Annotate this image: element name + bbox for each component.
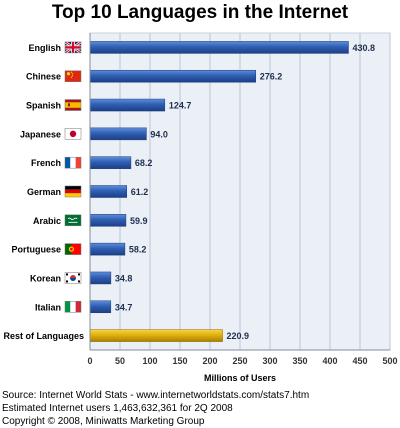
category-label: German: [27, 187, 61, 197]
data-label: 61.2: [131, 187, 149, 197]
x-tick-label: 300: [262, 356, 277, 366]
x-tick-label: 100: [142, 356, 157, 366]
data-label: 68.2: [135, 158, 153, 168]
data-label: 58.2: [129, 245, 147, 255]
category-label: English: [28, 43, 61, 53]
estimate-line: Estimated Internet users 1,463,632,361 f…: [2, 403, 233, 414]
x-tick-label: 450: [352, 356, 367, 366]
category-label: Korean: [30, 273, 61, 283]
x-tick-label: 0: [87, 356, 92, 366]
uk-flag-icon: [64, 41, 82, 54]
south-korea-flag-icon: [64, 272, 82, 284]
x-axis-title: Millions of Users: [204, 373, 276, 383]
category-label: Portuguese: [11, 245, 61, 255]
bar: [89, 242, 126, 256]
saudi-arabia-flag-icon: [64, 214, 82, 227]
copyright-line: Copyright © 2008, Miniwatts Marketing Gr…: [2, 416, 205, 427]
category-label: Spanish: [26, 101, 61, 111]
data-label: 94.0: [150, 129, 168, 139]
data-label: 276.2: [260, 72, 283, 82]
bar: [89, 185, 127, 198]
category-label: Italian: [35, 302, 61, 312]
source-line: Source: Internet World Stats - www.inter…: [2, 390, 310, 401]
data-label: 59.9: [130, 216, 148, 226]
x-tick-label: 150: [172, 356, 187, 366]
category-label: Rest of Languages: [3, 331, 84, 341]
bar: [89, 41, 349, 54]
x-tick-label: 400: [322, 356, 337, 366]
bar: [89, 271, 112, 285]
bar: [89, 300, 112, 314]
bar: [89, 69, 256, 83]
data-label: 220.9: [227, 331, 250, 341]
category-label: Arabic: [33, 216, 61, 226]
china-flag-icon: [64, 70, 82, 82]
data-label: 34.7: [115, 302, 133, 312]
x-tick-label: 350: [292, 356, 307, 366]
data-label: 34.8: [115, 273, 133, 283]
data-label: 430.8: [352, 43, 375, 53]
data-label: 124.7: [169, 101, 192, 111]
x-tick-label: 500: [382, 356, 397, 366]
italy-flag-icon: [64, 301, 82, 313]
bar: [89, 127, 147, 141]
chart-title: Top 10 Languages in the Internet: [51, 2, 349, 23]
x-tick-label: 250: [232, 356, 247, 366]
category-label: Chinese: [26, 72, 61, 82]
bar: [89, 214, 127, 227]
bar: [89, 156, 132, 169]
x-tick-label: 50: [115, 356, 125, 366]
bar: [89, 329, 223, 342]
category-label: French: [31, 158, 61, 168]
bar: [89, 98, 166, 112]
france-flag-icon: [64, 156, 82, 169]
category-label: Japanese: [20, 129, 61, 139]
x-tick-label: 200: [202, 356, 217, 366]
portugal-flag-icon: [64, 243, 82, 255]
germany-flag-icon: [64, 185, 82, 198]
japan-flag-icon: [64, 128, 82, 140]
spain-flag-icon: [64, 99, 82, 111]
